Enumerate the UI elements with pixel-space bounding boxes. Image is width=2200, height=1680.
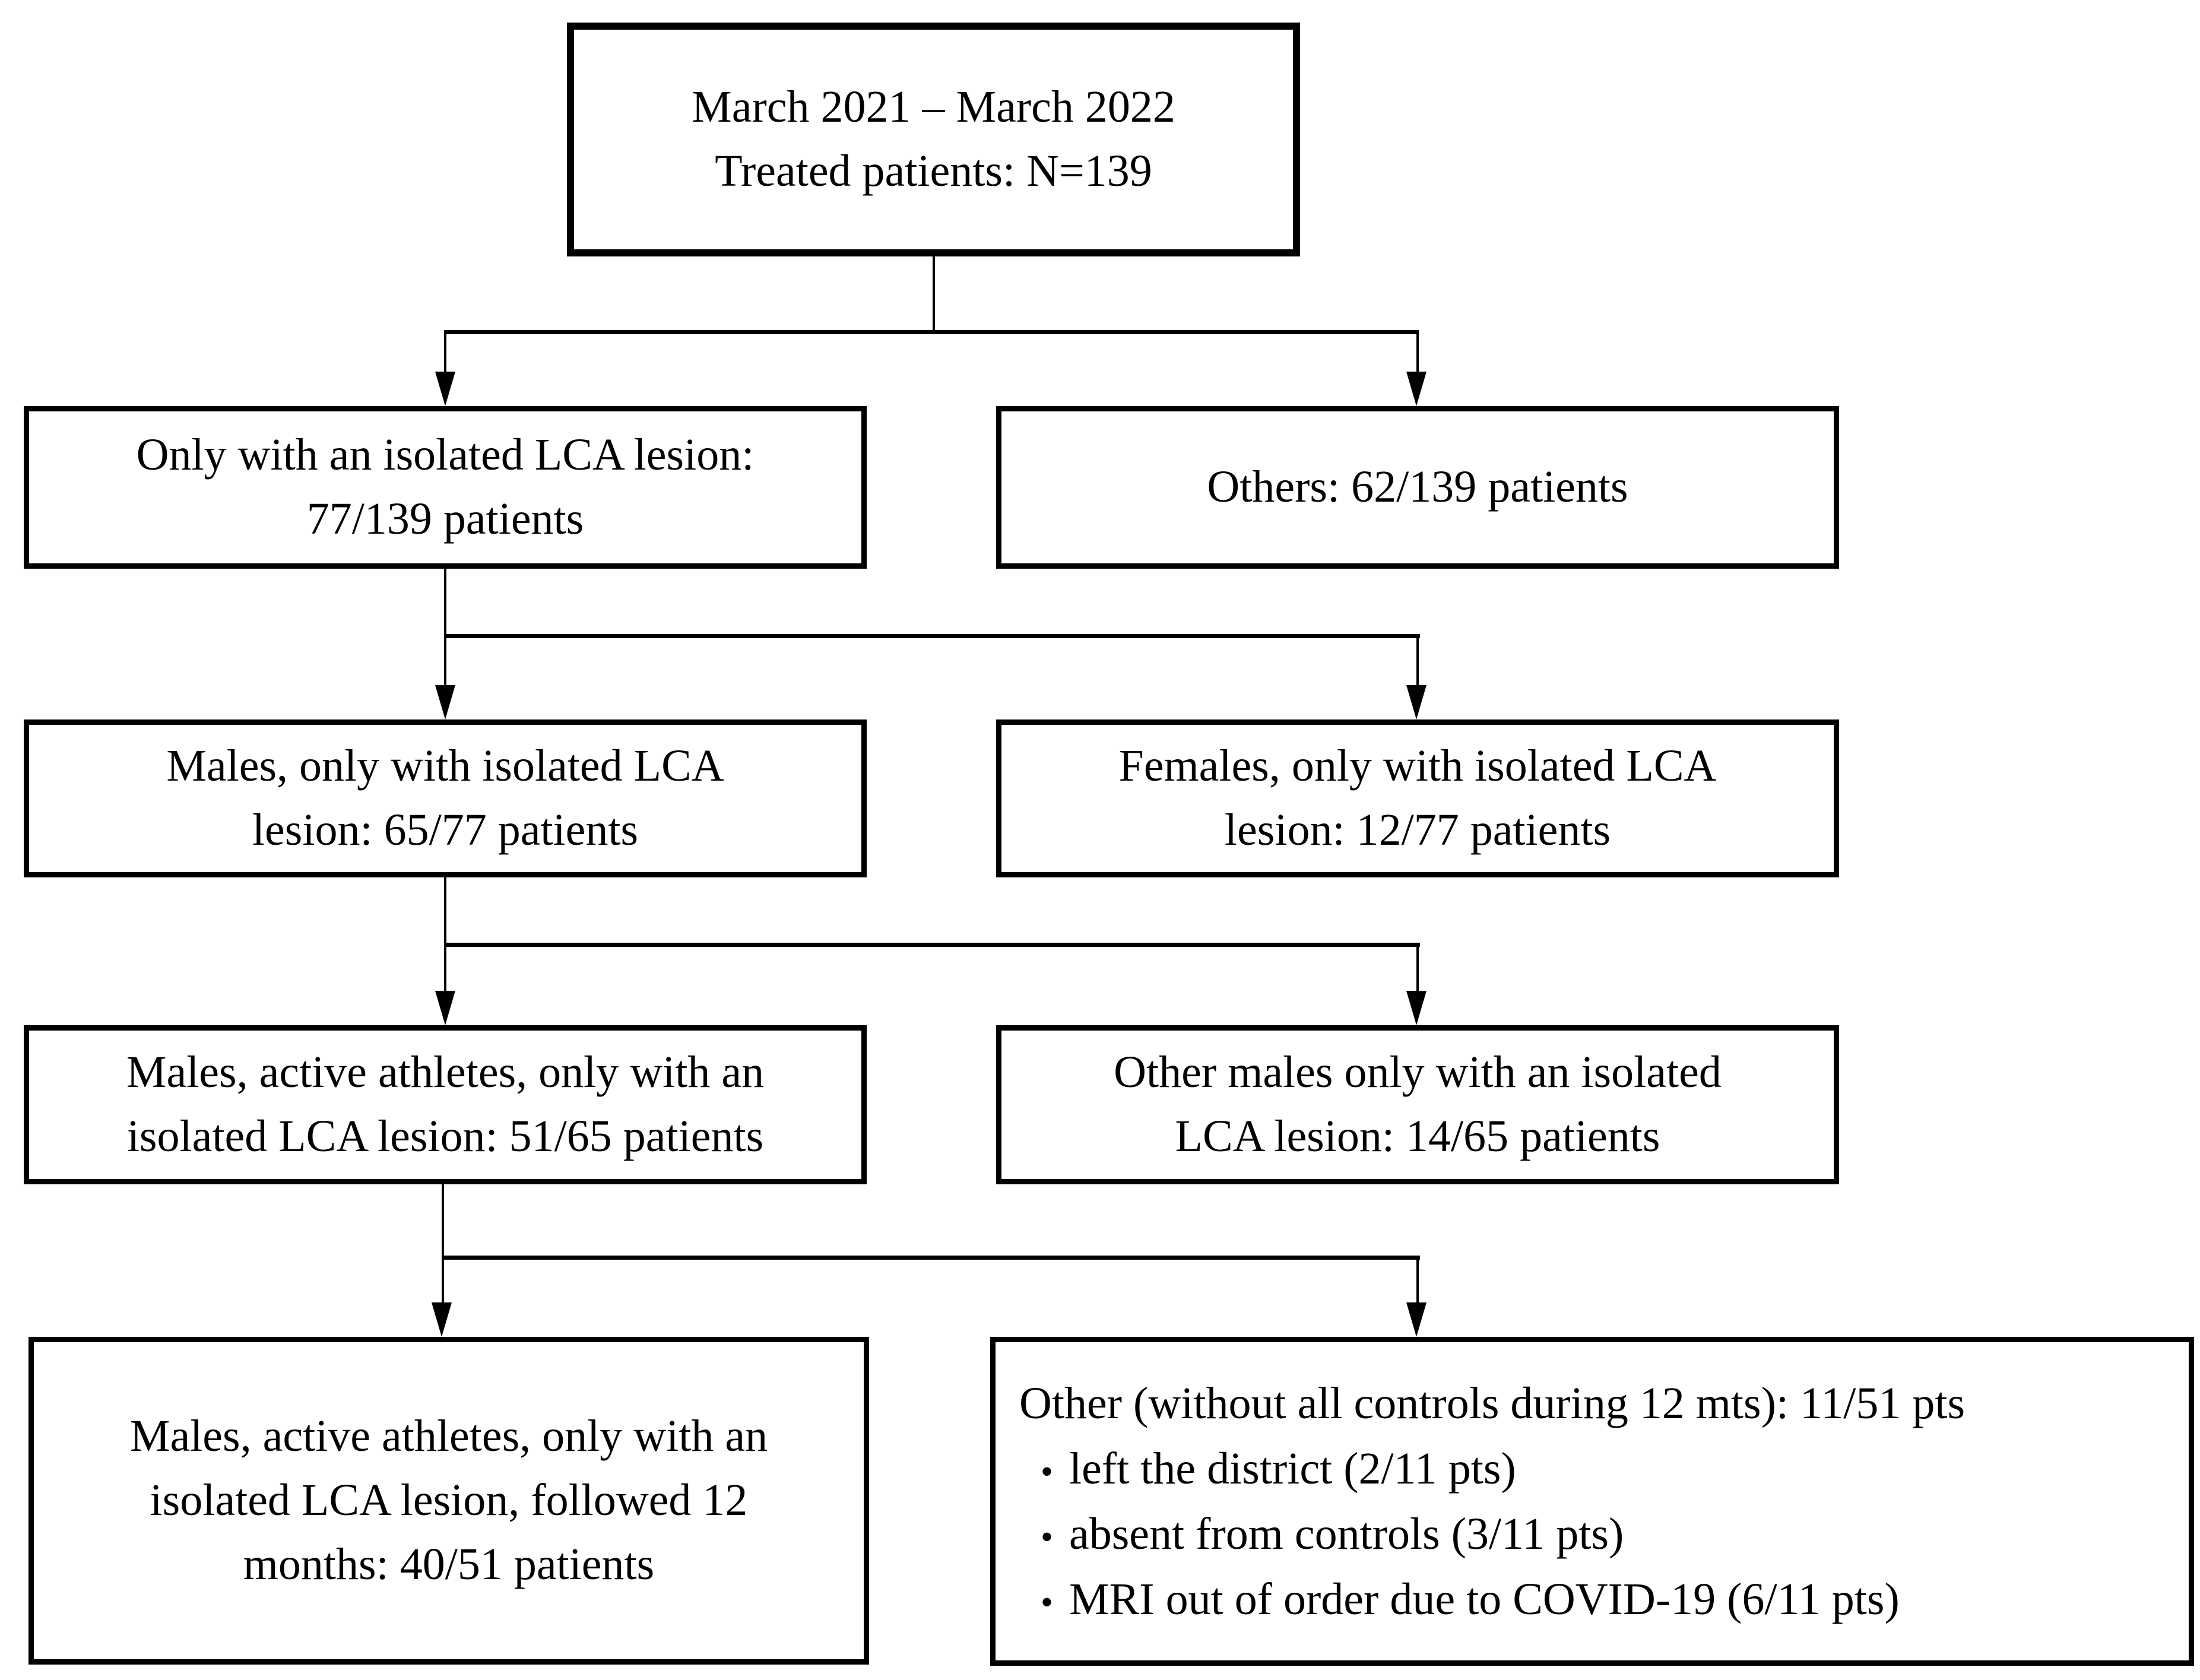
box-text-line: Only with an isolated LCA lesion:	[136, 430, 755, 480]
bullet-icon: •	[1041, 1451, 1054, 1491]
arrow-down-icon	[435, 991, 455, 1025]
connector-drop-line	[442, 1256, 444, 1305]
box-text-line: LCA lesion: 14/65 patients	[1175, 1111, 1660, 1161]
connector-drop-line	[444, 330, 446, 375]
box-text-line: isolated LCA lesion, followed 12	[150, 1475, 748, 1526]
connector-stem-line	[933, 256, 935, 332]
bullet-text: MRI out of order due to COVID-19 (6/11 p…	[1069, 1574, 1900, 1625]
connector-branch-line	[444, 943, 1420, 947]
box-text-line: Males, only with isolated LCA	[166, 741, 724, 791]
box-text-line: Females, only with isolated LCA	[1118, 741, 1717, 791]
bullet-text: left the district (2/11 pts)	[1069, 1443, 1516, 1494]
box-isolated-lca-lesion: Only with an isolated LCA lesion: 77/139…	[24, 406, 867, 569]
arrow-down-icon	[1406, 1302, 1426, 1337]
connector-drop-line	[444, 943, 446, 994]
connector-drop-line	[1416, 943, 1419, 994]
arrow-down-icon	[1406, 372, 1426, 406]
box-males-isolated-lca: Males, only with isolated LCA lesion: 65…	[24, 719, 867, 877]
box-other-males: Other males only with an isolated LCA le…	[996, 1025, 1839, 1184]
box-text-line: isolated LCA lesion: 51/65 patients	[126, 1111, 764, 1161]
bullet-icon: •	[1041, 1517, 1054, 1557]
bullet-text: absent from controls (3/11 pts)	[1069, 1509, 1624, 1559]
box-followed-12-months: Males, active athletes, only with an iso…	[28, 1337, 869, 1665]
arrow-down-icon	[1406, 991, 1426, 1025]
connector-drop-line	[1416, 634, 1419, 689]
box-male-active-athletes: Males, active athletes, only with an iso…	[24, 1025, 867, 1184]
connector-stem-line	[444, 569, 446, 636]
connector-branch-line	[444, 330, 1419, 334]
box-treated-patients: March 2021 – March 2022 Treated patients…	[567, 23, 1300, 256]
box-text-line: Males, active athletes, only with an	[129, 1411, 768, 1462]
bullet-item: • MRI out of order due to COVID-19 (6/11…	[1019, 1567, 1900, 1632]
bullet-icon: •	[1041, 1583, 1054, 1622]
connector-drop-line	[1416, 1256, 1419, 1306]
arrow-down-icon	[435, 372, 455, 406]
connector-stem-line	[444, 877, 446, 945]
connector-drop-line	[1416, 330, 1419, 375]
box-text-line: Other (without all controls during 12 mt…	[1019, 1378, 1966, 1428]
box-text-line: Other males only with an isolated	[1114, 1047, 1722, 1098]
box-text-line: March 2021 – March 2022	[692, 82, 1175, 132]
box-text-line: 77/139 patients	[306, 494, 584, 544]
box-others: Others: 62/139 patients	[996, 406, 1839, 569]
connector-drop-line	[444, 634, 446, 689]
arrow-down-icon	[432, 1302, 452, 1337]
box-text-line: months: 40/51 patients	[243, 1539, 655, 1589]
box-text-line: Treated patients: N=139	[715, 146, 1152, 196]
box-text-line: Males, active athletes, only with an	[126, 1047, 765, 1098]
connector-stem-line	[442, 1184, 444, 1258]
box-text-line: Others: 62/139 patients	[1207, 462, 1628, 512]
box-females-isolated-lca: Females, only with isolated LCA lesion: …	[996, 719, 1839, 877]
box-text-line: lesion: 65/77 patients	[252, 805, 639, 855]
arrow-down-icon	[435, 685, 455, 719]
box-text-line: lesion: 12/77 patients	[1224, 805, 1611, 855]
bullet-item: • absent from controls (3/11 pts)	[1019, 1501, 1624, 1567]
connector-branch-line	[442, 1256, 1420, 1260]
arrow-down-icon	[1406, 685, 1426, 719]
box-without-all-controls: Other (without all controls during 12 mt…	[990, 1337, 2194, 1666]
bullet-item: • left the district (2/11 pts)	[1019, 1436, 1516, 1501]
connector-branch-line	[444, 634, 1420, 638]
